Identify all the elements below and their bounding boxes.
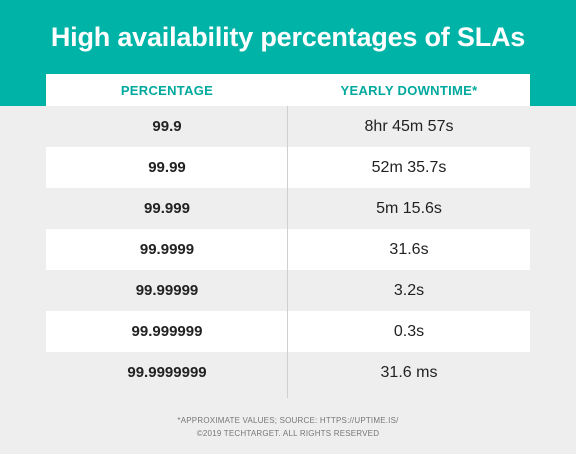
percentage-cell: 99.999999	[131, 323, 203, 340]
table-row: 99.999 5m 15.6s	[46, 188, 530, 229]
percentage-cell: 99.9999	[139, 241, 195, 258]
source-note: *APPROXIMATE VALUES; SOURCE: HTTPS://UPT…	[177, 416, 399, 425]
downtime-cell: 5m 15.6s	[376, 199, 442, 217]
column-divider	[287, 106, 288, 398]
table-row: 99.99 52m 35.7s	[46, 147, 530, 188]
percentage-cell: 99.99999	[135, 282, 199, 299]
table-row: 99.9999 31.6s	[46, 229, 530, 270]
downtime-cell: 31.6 ms	[380, 363, 438, 381]
footnote: *APPROXIMATE VALUES; SOURCE: HTTPS://UPT…	[0, 414, 576, 440]
downtime-cell: 31.6s	[389, 240, 429, 258]
column-header-yearly-downtime: YEARLY DOWNTIME*	[340, 82, 478, 98]
percentage-cell: 99.999	[144, 200, 190, 217]
table-row: 99.999999 0.3s	[46, 311, 530, 352]
table-header: PERCENTAGE YEARLY DOWNTIME*	[46, 74, 530, 106]
column-header-percentage: PERCENTAGE	[120, 82, 214, 98]
table-row: 99.99999 3.2s	[46, 270, 530, 311]
downtime-cell: 8hr 45m 57s	[364, 117, 454, 135]
downtime-cell: 0.3s	[393, 322, 425, 340]
percentage-cell: 99.9999999	[127, 364, 207, 381]
downtime-cell: 52m 35.7s	[371, 158, 447, 176]
percentage-cell: 99.9	[152, 118, 182, 135]
page-title: High availability percentages of SLAs	[50, 22, 526, 52]
downtime-cell: 3.2s	[393, 281, 425, 299]
table-row: 99.9999999 31.6 ms	[46, 352, 530, 393]
table-row: 99.9 8hr 45m 57s	[46, 106, 530, 147]
copyright-note: ©2019 TECHTARGET. ALL RIGHTS RESERVED	[196, 429, 380, 438]
sla-table: PERCENTAGE YEARLY DOWNTIME* 99.9 8hr 45m…	[46, 74, 530, 393]
percentage-cell: 99.99	[148, 159, 186, 176]
